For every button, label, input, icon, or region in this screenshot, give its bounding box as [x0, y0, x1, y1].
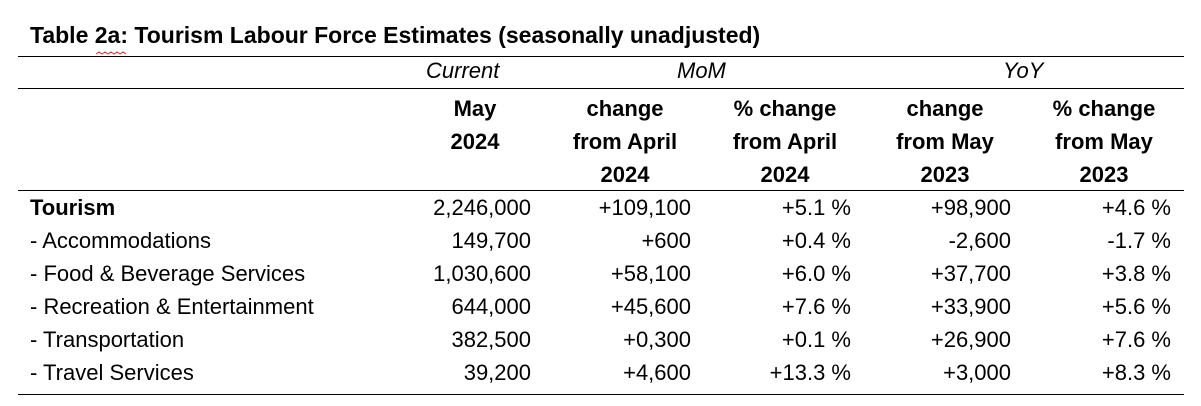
cell-yoy-pct: +5.6 % [1101, 294, 1171, 319]
column-header-mom-pct: % change from April 2024 [715, 92, 855, 191]
column-header-line: 2023 [1079, 162, 1129, 187]
column-header-line: change [586, 96, 664, 121]
cell-yoy-pct: +8.3 % [1101, 360, 1171, 385]
group-header-yoy: YoY [1003, 58, 1044, 83]
cell-current: 382,500 [451, 327, 531, 352]
spellcheck-underline [96, 51, 126, 55]
cell-current: 149,700 [451, 228, 531, 253]
rule-bottom [18, 394, 1184, 395]
row-label: - Food & Beverage Services [30, 261, 306, 286]
column-header-yoy-pct: % change from May 2023 [1034, 92, 1174, 191]
table-row-accommodations: - Accommodations 149,700 +600 +0.4 % -2,… [0, 228, 1201, 262]
cell-mom-pct: +7.6 % [781, 294, 851, 319]
group-header-current: Current [426, 58, 500, 83]
cell-mom-change: +600 [641, 228, 691, 253]
row-label: - Travel Services [30, 360, 194, 385]
column-header-line: % change [733, 96, 837, 121]
column-header-mom-change: change from April 2024 [555, 92, 695, 191]
column-header-line: 2024 [760, 162, 810, 187]
cell-mom-pct: +6.0 % [781, 261, 851, 286]
cell-mom-pct: +5.1 % [781, 195, 851, 220]
cell-yoy-pct: -1.7 % [1107, 228, 1171, 253]
cell-yoy-pct: +7.6 % [1101, 327, 1171, 352]
cell-yoy-change: +98,900 [930, 195, 1011, 220]
column-header-line: from May [1055, 129, 1153, 154]
cell-yoy-change: +33,900 [930, 294, 1011, 319]
cell-current: 644,000 [451, 294, 531, 319]
cell-mom-change: +0,300 [623, 327, 691, 352]
group-header-mom: MoM [677, 58, 726, 83]
column-header-line: May [453, 96, 497, 121]
row-label: - Recreation & Entertainment [30, 294, 314, 319]
cell-mom-pct: +0.1 % [781, 327, 851, 352]
cell-mom-change: +109,100 [598, 195, 691, 220]
table-row-transportation: - Transportation 382,500 +0,300 +0.1 % +… [0, 327, 1201, 361]
table-title: Table 2a: Tourism Labour Force Estimates… [30, 22, 761, 48]
cell-yoy-pct: +3.8 % [1101, 261, 1171, 286]
table-row-food-beverage: - Food & Beverage Services 1,030,600 +58… [0, 261, 1201, 295]
column-header-line: from April [732, 129, 838, 154]
cell-current: 1,030,600 [433, 261, 531, 286]
column-header-line: 2024 [450, 129, 500, 154]
cell-mom-pct: +0.4 % [781, 228, 851, 253]
rule-under-title [18, 56, 1184, 57]
row-label: Tourism [30, 195, 116, 220]
cell-yoy-change: -2,600 [948, 228, 1011, 253]
row-label: - Transportation [30, 327, 185, 352]
cell-mom-change: +45,600 [610, 294, 691, 319]
column-header-line: change [906, 96, 984, 121]
row-label: - Accommodations [30, 228, 211, 253]
cell-current: 39,200 [463, 360, 531, 385]
rule-under-headers [18, 190, 1184, 191]
column-header-current: May 2024 [410, 92, 540, 158]
cell-mom-pct: +13.3 % [769, 360, 851, 385]
column-header-line: % change [1052, 96, 1156, 121]
cell-yoy-change: +3,000 [943, 360, 1011, 385]
table-row-recreation: - Recreation & Entertainment 644,000 +45… [0, 294, 1201, 328]
cell-yoy-pct: +4.6 % [1101, 195, 1171, 220]
table-row-travel-services: - Travel Services 39,200 +4,600 +13.3 % … [0, 360, 1201, 394]
cell-yoy-change: +37,700 [930, 261, 1011, 286]
column-header-line: 2023 [920, 162, 970, 187]
cell-mom-change: +58,100 [610, 261, 691, 286]
column-header-line: from May [896, 129, 994, 154]
column-header-line: from April [572, 129, 678, 154]
column-header-line: 2024 [600, 162, 650, 187]
cell-yoy-change: +26,900 [930, 327, 1011, 352]
cell-current: 2,246,000 [433, 195, 531, 220]
cell-mom-change: +4,600 [623, 360, 691, 385]
column-header-yoy-change: change from May 2023 [875, 92, 1015, 191]
rule-under-groups [18, 88, 1184, 89]
table-row-tourism: Tourism 2,246,000 +109,100 +5.1 % +98,90… [0, 195, 1201, 229]
